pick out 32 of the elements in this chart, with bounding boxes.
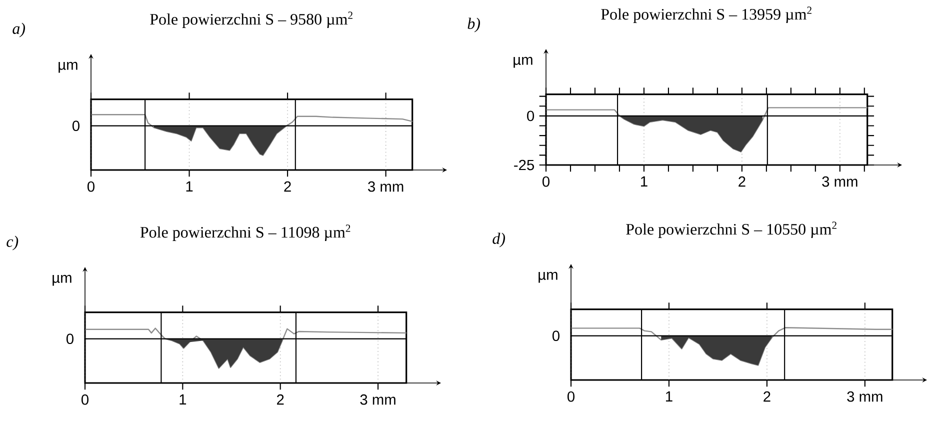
y-axis-title: µm [58, 62, 78, 73]
x-tick-label: 3 mm [822, 176, 858, 187]
y-axis-title: µm [52, 274, 72, 286]
chart-title: Pole powierzchni S – 11098 µm$^{2}$ [140, 224, 350, 241]
x-tick-label: 0 [87, 181, 94, 192]
x-tick-label: 2 [738, 176, 746, 187]
x-tick-label: 1 [666, 391, 672, 402]
text: d) [492, 232, 506, 248]
x-tick-label: 1 [186, 181, 193, 192]
x-tick-label: 1 [180, 394, 186, 404]
x-tick-label: 1 [641, 176, 648, 186]
ref-line-label: 0 [552, 330, 560, 342]
text: b) [468, 18, 480, 32]
x-tick-label: 3 mm [847, 391, 882, 402]
x-tick-label: 3 mm [368, 181, 404, 192]
chart-title: Pole powierzchni S – 9580 µm$^{2}$ [150, 12, 352, 28]
y-axis-title: µm [538, 272, 558, 283]
ref-line-label: 0 [66, 334, 74, 344]
x-tick-label: 2 [764, 391, 770, 402]
x-tick-label: 3 mm [360, 394, 396, 405]
text: a) [12, 22, 25, 38]
x-tick-label: 0 [567, 391, 574, 402]
x-tick-label: 2 [277, 394, 284, 405]
chart-title: Pole powierzchni S – 13959 µm$^{2}$ [601, 6, 812, 23]
x-tick-label: 0 [542, 176, 550, 187]
x-tick-label: 0 [81, 394, 88, 405]
chart-title: Pole powierzchni S – 10550 µm$^{2}$ [626, 222, 836, 238]
ref-line-label: 0 [72, 120, 80, 132]
text: c) [6, 236, 18, 250]
y-tick-label: -25 [514, 160, 534, 170]
x-tick-label: 2 [284, 181, 291, 192]
y-axis-title: µm [514, 56, 532, 68]
